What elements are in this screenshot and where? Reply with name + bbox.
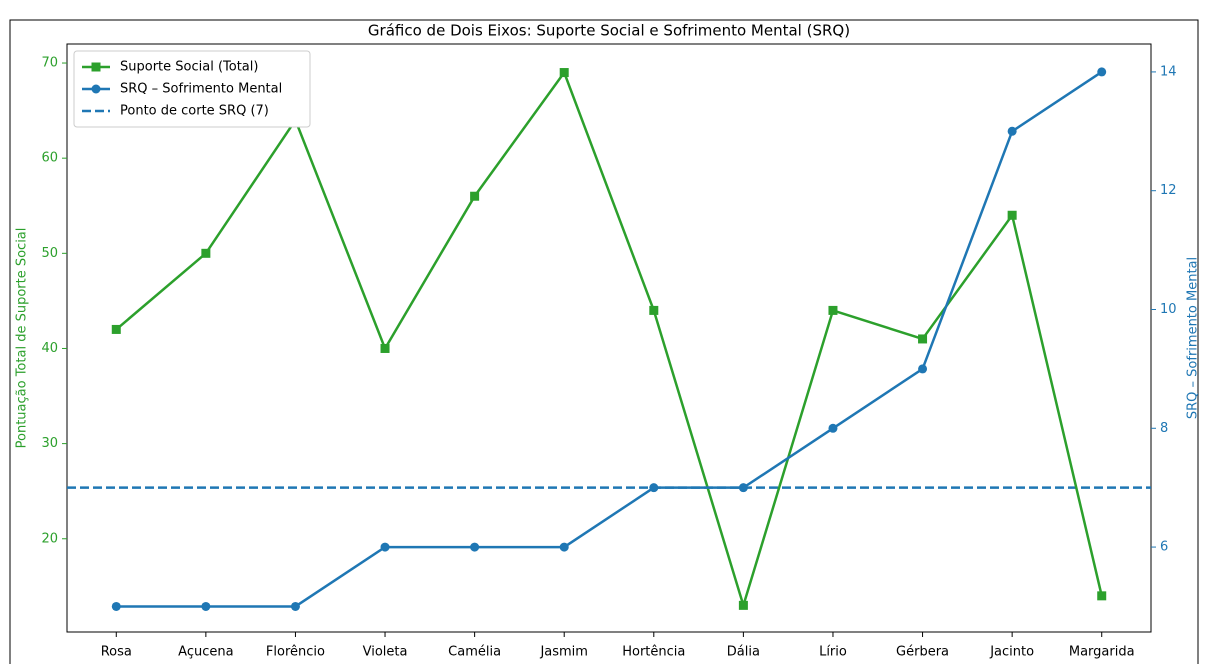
y-tick-label: 30 — [41, 436, 58, 451]
marker — [1097, 67, 1107, 77]
figure-frame — [9, 19, 1199, 664]
marker — [470, 542, 480, 552]
y2-tick-label: 6 — [1160, 540, 1168, 555]
y-axis-label: Pontuação Total de Suporte Social — [15, 228, 30, 449]
y-tick-label: 50 — [41, 246, 58, 261]
marker — [201, 601, 211, 611]
x-tick-label: Dália — [727, 645, 760, 660]
y2-axis-label: SRQ – Sofrimento Mental — [1186, 257, 1201, 419]
marker — [649, 305, 659, 315]
y2-tick-label: 8 — [1160, 421, 1168, 436]
marker — [738, 483, 748, 493]
x-tick-label: Jacinto — [989, 645, 1034, 660]
line — [115, 69, 1103, 610]
plot-frame — [66, 43, 1152, 633]
x-tick-label: Jasmim — [539, 645, 588, 660]
legend-box — [73, 50, 311, 128]
x-tick-label: Açucena — [178, 645, 233, 660]
marker — [559, 68, 569, 78]
marker — [380, 542, 390, 552]
y2-tick-label: 12 — [1160, 183, 1177, 198]
marker — [828, 305, 838, 315]
legend-label: Ponto de corte SRQ (7) — [120, 104, 269, 119]
marker — [918, 334, 928, 344]
marker — [649, 483, 659, 493]
y2-tick-label: 10 — [1160, 302, 1177, 317]
marker — [1007, 126, 1017, 136]
marker — [380, 343, 390, 353]
x-tick-label: Hortência — [622, 645, 685, 660]
x-tick-label: Lírio — [819, 645, 847, 660]
marker — [559, 542, 569, 552]
legend-label: SRQ – Sofrimento Mental — [120, 82, 282, 97]
marker — [111, 324, 121, 334]
marker — [111, 601, 121, 611]
y-tick-label: 40 — [41, 341, 58, 356]
x-tick-label: Florêncio — [266, 645, 325, 660]
line — [116, 70, 1103, 608]
x-tick-label: Camélia — [448, 645, 501, 660]
x-tick-label: Gérbera — [896, 645, 949, 660]
marker — [828, 423, 838, 433]
chart-title: Gráfico de Dois Eixos: Suporte Social e … — [368, 22, 850, 40]
marker — [290, 601, 300, 611]
x-tick-label: Margarida — [1069, 645, 1135, 660]
legend-label: Suporte Social (Total) — [120, 60, 258, 75]
marker — [1007, 210, 1017, 220]
y-tick-label: 20 — [41, 531, 58, 546]
legend-marker — [91, 62, 101, 72]
marker — [1097, 591, 1107, 601]
marker — [918, 364, 928, 374]
legend-marker — [91, 84, 101, 94]
marker — [470, 191, 480, 201]
x-tick-label: Violeta — [363, 645, 408, 660]
y-tick-label: 60 — [41, 151, 58, 166]
marker — [201, 248, 211, 258]
y2-tick-label: 14 — [1160, 64, 1177, 79]
x-tick-label: Rosa — [101, 645, 132, 660]
y-tick-label: 70 — [41, 56, 58, 71]
marker — [738, 600, 748, 610]
